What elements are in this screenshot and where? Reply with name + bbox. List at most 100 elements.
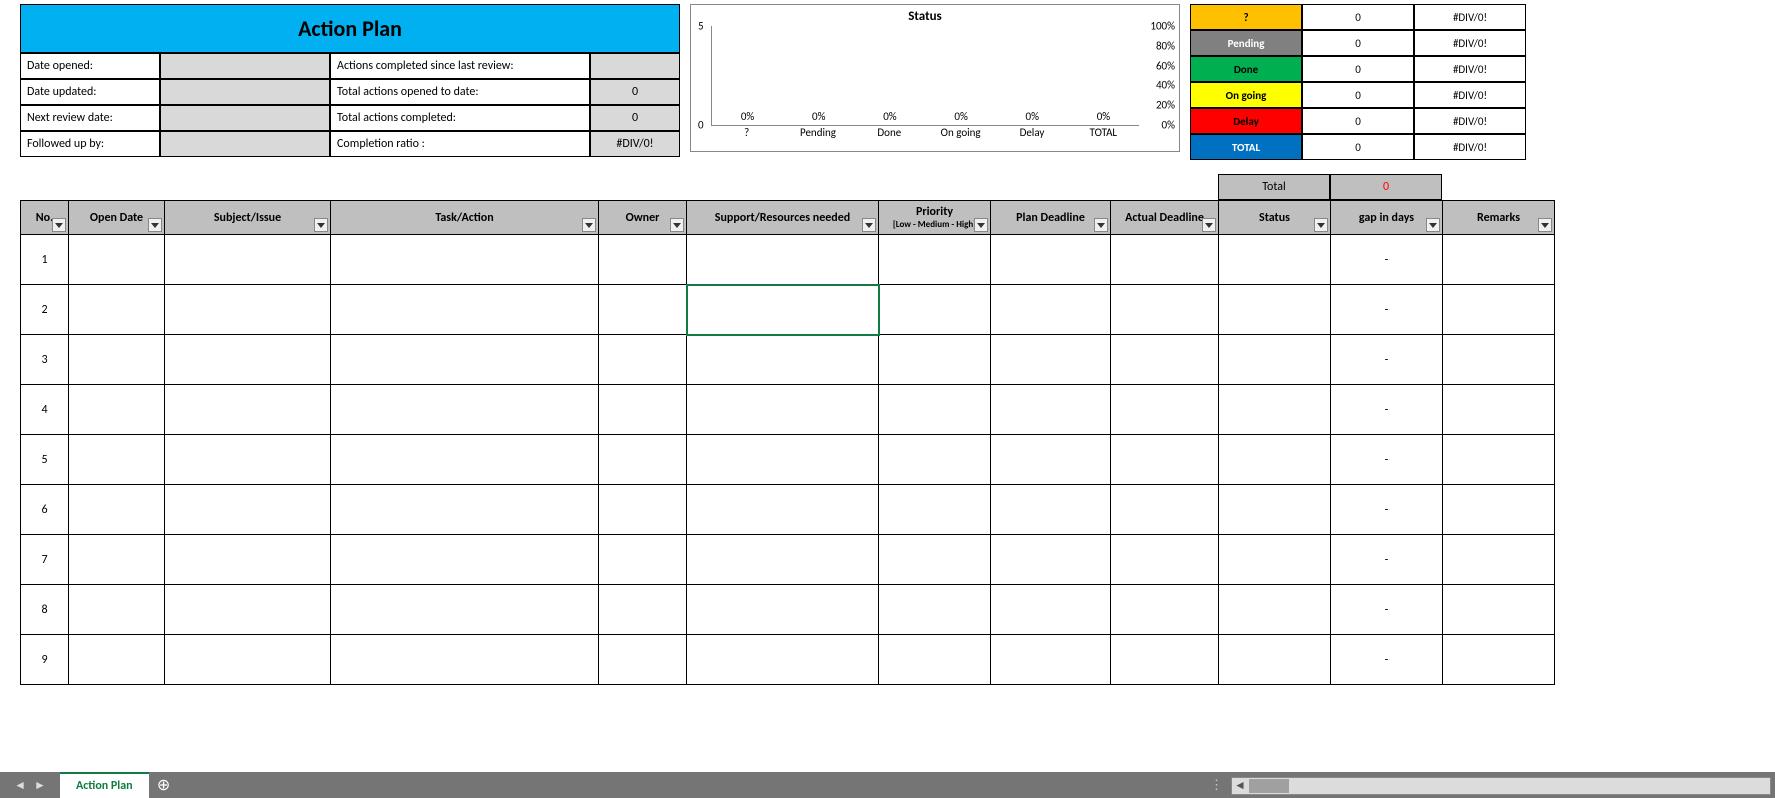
- column-header-support[interactable]: Support/Resources needed: [687, 201, 879, 235]
- cell-subject[interactable]: [165, 385, 331, 435]
- cell-gap[interactable]: -: [1331, 335, 1443, 385]
- tab-next-icon[interactable]: ►: [34, 778, 46, 793]
- cell-gap[interactable]: -: [1331, 635, 1443, 685]
- cell-open[interactable]: [69, 235, 165, 285]
- cell-priority[interactable]: [879, 535, 991, 585]
- cell-owner[interactable]: [599, 435, 687, 485]
- cell-task[interactable]: [331, 385, 599, 435]
- cell-actual[interactable]: [1111, 285, 1219, 335]
- cell-task[interactable]: [331, 585, 599, 635]
- cell-actual[interactable]: [1111, 335, 1219, 385]
- filter-dropdown-icon[interactable]: [862, 218, 876, 232]
- horizontal-scrollbar[interactable]: ◄: [1231, 777, 1771, 795]
- cell-plan[interactable]: [991, 585, 1111, 635]
- column-header-gap[interactable]: gap in days: [1331, 201, 1443, 235]
- cell-subject[interactable]: [165, 535, 331, 585]
- cell-actual[interactable]: [1111, 235, 1219, 285]
- cell-support[interactable]: [687, 435, 879, 485]
- column-header-owner[interactable]: Owner: [599, 201, 687, 235]
- cell-status[interactable]: [1219, 285, 1331, 335]
- cell-subject[interactable]: [165, 235, 331, 285]
- filter-dropdown-icon[interactable]: [148, 218, 162, 232]
- cell-no[interactable]: 3: [21, 335, 69, 385]
- cell-status[interactable]: [1219, 235, 1331, 285]
- filter-dropdown-icon[interactable]: [314, 218, 328, 232]
- cell-task[interactable]: [331, 235, 599, 285]
- cell-status[interactable]: [1219, 385, 1331, 435]
- cell-owner[interactable]: [599, 335, 687, 385]
- cell-remarks[interactable]: [1443, 335, 1555, 385]
- cell-no[interactable]: 6: [21, 485, 69, 535]
- cell-support[interactable]: [687, 535, 879, 585]
- cell-plan[interactable]: [991, 235, 1111, 285]
- cell-priority[interactable]: [879, 335, 991, 385]
- cell-status[interactable]: [1219, 335, 1331, 385]
- cell-task[interactable]: [331, 285, 599, 335]
- cell-remarks[interactable]: [1443, 635, 1555, 685]
- cell-owner[interactable]: [599, 385, 687, 435]
- cell-no[interactable]: 4: [21, 385, 69, 435]
- header-input-cell[interactable]: [160, 131, 330, 157]
- cell-open[interactable]: [69, 635, 165, 685]
- cell-open[interactable]: [69, 585, 165, 635]
- cell-gap[interactable]: -: [1331, 485, 1443, 535]
- column-header-open[interactable]: Open Date: [69, 201, 165, 235]
- cell-open[interactable]: [69, 285, 165, 335]
- cell-open[interactable]: [69, 385, 165, 435]
- cell-no[interactable]: 9: [21, 635, 69, 685]
- filter-dropdown-icon[interactable]: [582, 218, 596, 232]
- cell-remarks[interactable]: [1443, 385, 1555, 435]
- scroll-left-icon[interactable]: ◄: [1232, 778, 1248, 794]
- cell-subject[interactable]: [165, 335, 331, 385]
- cell-task[interactable]: [331, 635, 599, 685]
- filter-dropdown-icon[interactable]: [1314, 218, 1328, 232]
- column-header-no[interactable]: No.: [21, 201, 69, 235]
- sheet-tab-active[interactable]: Action Plan: [60, 772, 149, 798]
- cell-plan[interactable]: [991, 335, 1111, 385]
- cell-open[interactable]: [69, 485, 165, 535]
- cell-owner[interactable]: [599, 585, 687, 635]
- cell-status[interactable]: [1219, 435, 1331, 485]
- cell-support[interactable]: [687, 635, 879, 685]
- cell-task[interactable]: [331, 485, 599, 535]
- cell-remarks[interactable]: [1443, 235, 1555, 285]
- filter-dropdown-icon[interactable]: [1202, 218, 1216, 232]
- cell-actual[interactable]: [1111, 385, 1219, 435]
- cell-status[interactable]: [1219, 535, 1331, 585]
- cell-actual[interactable]: [1111, 585, 1219, 635]
- cell-priority[interactable]: [879, 435, 991, 485]
- column-header-remarks[interactable]: Remarks: [1443, 201, 1555, 235]
- cell-remarks[interactable]: [1443, 435, 1555, 485]
- cell-no[interactable]: 2: [21, 285, 69, 335]
- tab-scroll-handle-icon[interactable]: ⋮: [1210, 778, 1223, 793]
- cell-support[interactable]: [687, 385, 879, 435]
- add-sheet-button[interactable]: ⊕: [149, 772, 179, 798]
- scrollbar-thumb[interactable]: [1249, 779, 1289, 793]
- cell-priority[interactable]: [879, 635, 991, 685]
- cell-plan[interactable]: [991, 485, 1111, 535]
- filter-dropdown-icon[interactable]: [1094, 218, 1108, 232]
- cell-gap[interactable]: -: [1331, 235, 1443, 285]
- filter-dropdown-icon[interactable]: [1426, 218, 1440, 232]
- column-header-actual[interactable]: Actual Deadline: [1111, 201, 1219, 235]
- cell-owner[interactable]: [599, 535, 687, 585]
- cell-actual[interactable]: [1111, 635, 1219, 685]
- cell-open[interactable]: [69, 335, 165, 385]
- cell-support[interactable]: [687, 485, 879, 535]
- cell-plan[interactable]: [991, 285, 1111, 335]
- cell-task[interactable]: [331, 435, 599, 485]
- cell-status[interactable]: [1219, 585, 1331, 635]
- filter-dropdown-icon[interactable]: [52, 218, 66, 232]
- tab-prev-icon[interactable]: ◄: [14, 778, 26, 793]
- cell-subject[interactable]: [165, 635, 331, 685]
- cell-gap[interactable]: -: [1331, 385, 1443, 435]
- cell-support[interactable]: [687, 285, 879, 335]
- cell-gap[interactable]: -: [1331, 585, 1443, 635]
- cell-status[interactable]: [1219, 485, 1331, 535]
- cell-owner[interactable]: [599, 285, 687, 335]
- cell-remarks[interactable]: [1443, 585, 1555, 635]
- column-header-plan[interactable]: Plan Deadline: [991, 201, 1111, 235]
- filter-dropdown-icon[interactable]: [1538, 218, 1552, 232]
- cell-remarks[interactable]: [1443, 485, 1555, 535]
- cell-priority[interactable]: [879, 285, 991, 335]
